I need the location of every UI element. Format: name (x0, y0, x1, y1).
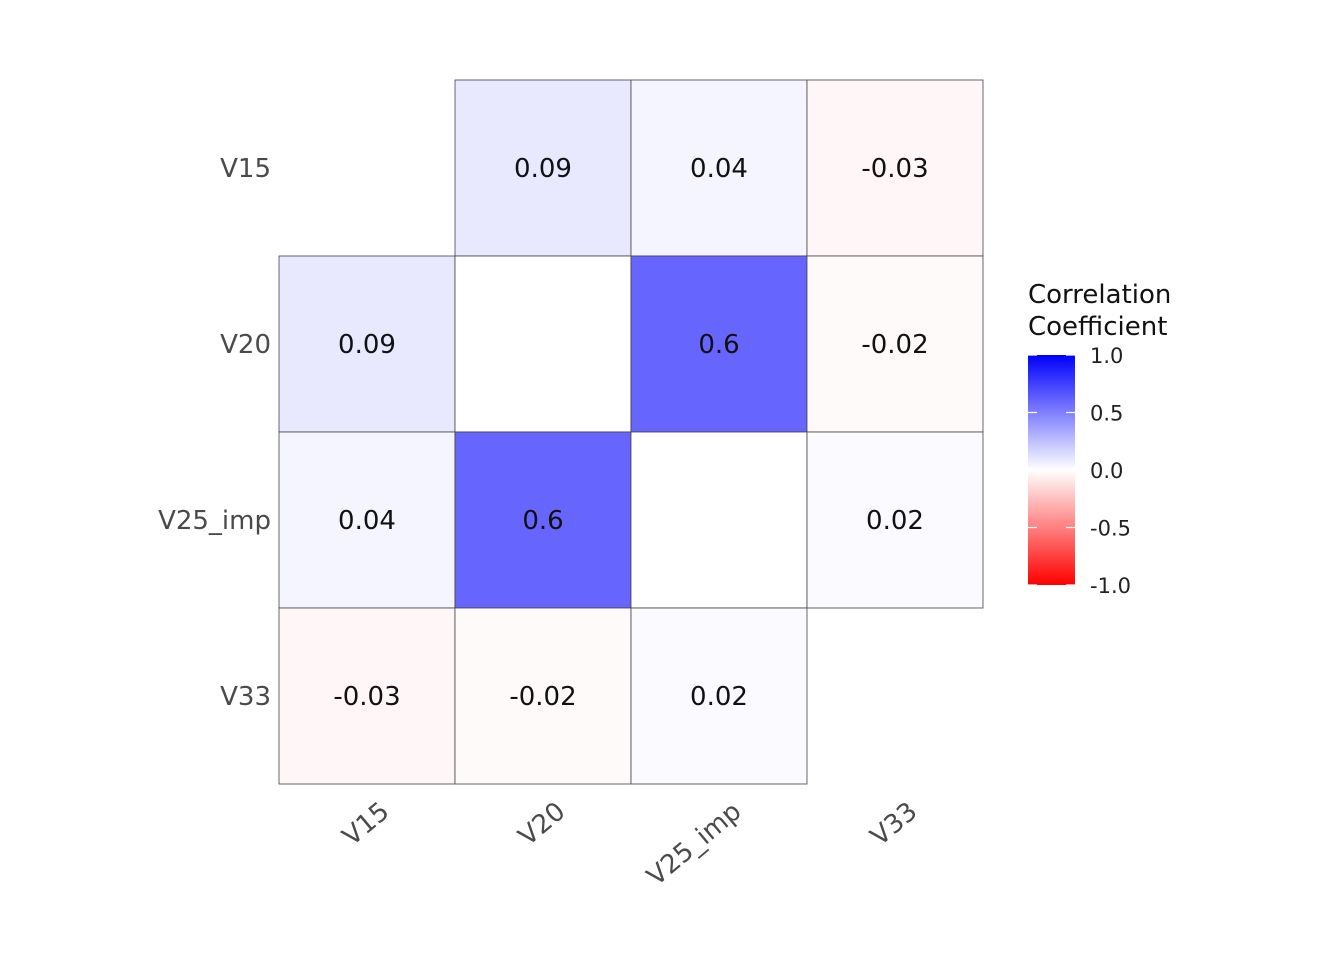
heatmap-cell-V25_imp-V15 (278, 431, 456, 609)
x-tick-label: V20 (513, 796, 571, 852)
cell-value-label: 0.6 (698, 330, 739, 360)
heatmap-cell-V20-V20 (454, 255, 632, 433)
heatmap-cell-V25_imp-V20 (454, 431, 632, 609)
x-axis-labels: V15 V20 V25_imp V33 (337, 796, 923, 892)
heatmap-cell-V15-V25_imp (630, 79, 808, 257)
legend-tick-label: -1.0 (1090, 574, 1131, 598)
y-tick-label: V33 (220, 682, 271, 712)
cell-value-label: -0.03 (333, 682, 400, 712)
legend-tick-label: 1.0 (1090, 344, 1123, 368)
cell-value-label: -0.02 (509, 682, 576, 712)
legend-tick-label: -0.5 (1090, 517, 1131, 541)
x-tick-label: V33 (865, 796, 923, 852)
heatmap-cell-V15-V33 (806, 79, 984, 257)
heatmap-cell-V20-V25_imp (630, 255, 808, 433)
y-tick-label: V25_imp (158, 506, 271, 536)
y-tick-label: V15 (220, 154, 271, 184)
cell-value-label: 0.09 (338, 330, 396, 360)
heatmap-cell-V25_imp-V33 (806, 431, 984, 609)
heatmap-cell-V33-V25_imp (630, 607, 808, 785)
cell-value-label: 0.02 (866, 506, 924, 536)
heatmap-cell-V20-V33 (806, 255, 984, 433)
legend-tick-label: 0.5 (1090, 402, 1123, 426)
y-tick-label: V20 (220, 330, 271, 360)
cell-value-label: -0.02 (861, 330, 928, 360)
cell-value-label: 0.6 (522, 506, 563, 536)
cell-value-label: 0.02 (690, 682, 748, 712)
heatmap-cell-V25_imp-V25_imp (630, 431, 808, 609)
cell-value-label: 0.09 (514, 154, 572, 184)
x-tick-label: V25_imp (642, 796, 748, 892)
cell-value-label: -0.03 (861, 154, 928, 184)
heatmap-cells: 0.09 0.04 -0.03 0.09 0.6 -0.02 0.04 0.6 0.02 -0.0… (278, 79, 984, 785)
heatmap-cell-V15-V20 (454, 79, 632, 257)
cell-value-label: 0.04 (338, 506, 396, 536)
legend-tick-label: 0.0 (1090, 459, 1123, 483)
x-tick-label: V15 (337, 796, 395, 852)
y-axis-labels: V15 V20 V25_imp V33 (158, 154, 271, 712)
cell-value-label: 0.04 (690, 154, 748, 184)
heatmap-cell-V33-V15 (278, 607, 456, 785)
heatmap-cell-V20-V15 (278, 255, 456, 433)
legend-title: Correlation Coefficient (1028, 280, 1171, 342)
